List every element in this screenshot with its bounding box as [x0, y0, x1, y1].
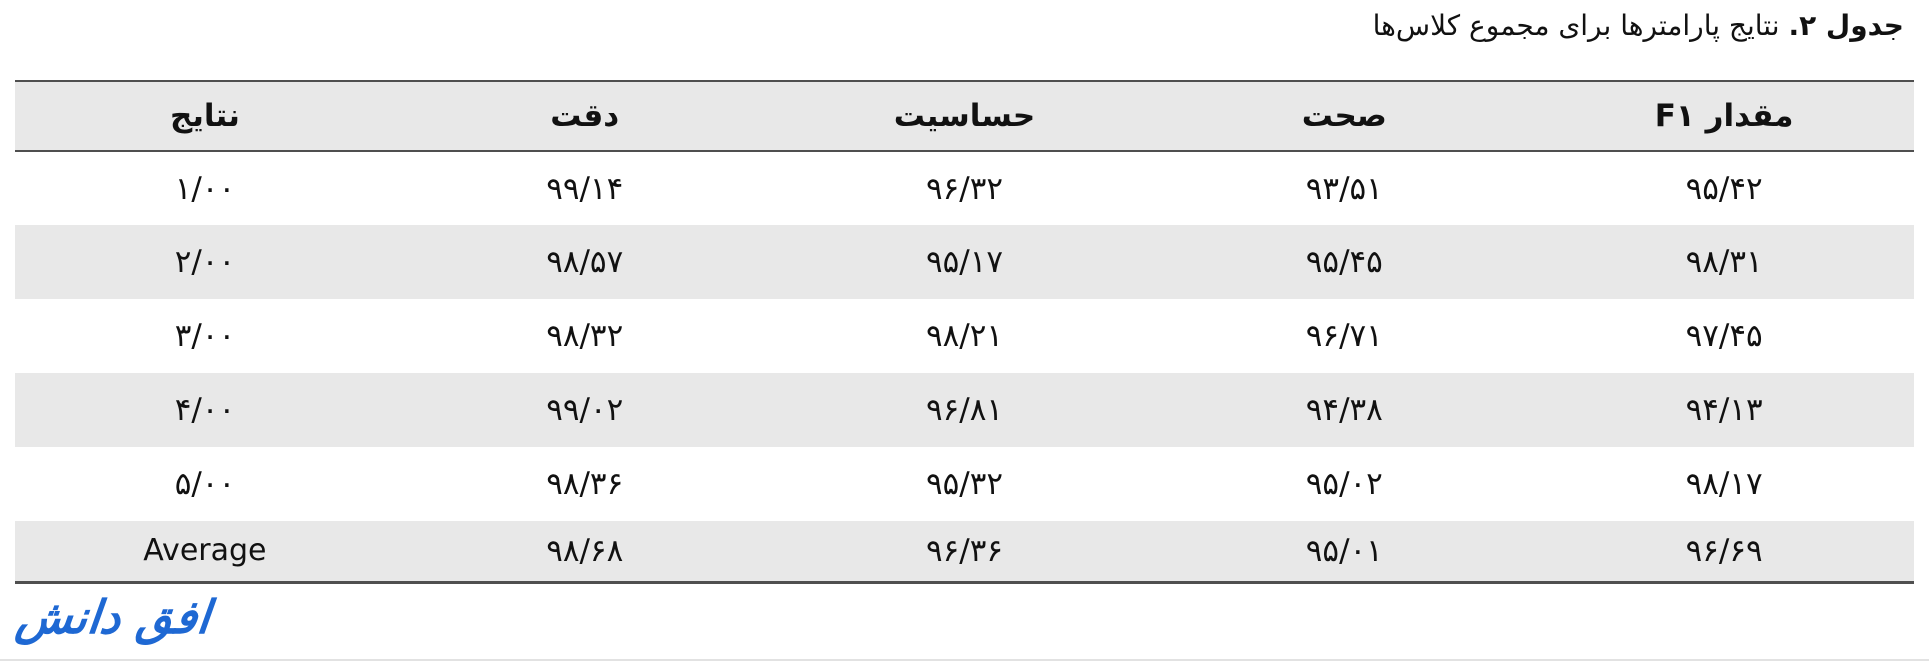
column-header-results: نتایج — [169, 98, 240, 134]
table-cell: ۵/۰۰ — [174, 466, 236, 502]
table-cell: ۹۶/۳۶ — [925, 532, 1004, 569]
table-cell: ۹۷/۴۵ — [1685, 318, 1763, 354]
table-caption-text: نتایج پارامترها برای مجموع کلاس‌ها — [1372, 9, 1789, 42]
table-cell: ۹۶/۷۱ — [1305, 318, 1383, 354]
table-row: ۹۷/۴۵ ۹۶/۷۱ ۹۸/۲۱ ۹۸/۳۲ ۳/۰۰ — [15, 299, 1914, 373]
table-cell: ۹۹/۱۴ — [546, 170, 624, 207]
table-cell: ۹۵/۱۷ — [925, 244, 1004, 280]
table-cell: ۹۵/۰۲ — [1305, 466, 1383, 502]
table-cell: ۹۸/۶۸ — [546, 532, 624, 569]
table-cell: ۹۵/۳۲ — [925, 466, 1004, 502]
header-row: مقدار F۱ صحت حساسیت دقت نتایج — [15, 81, 1914, 151]
table-cell: ۹۶/۸۱ — [925, 392, 1004, 428]
table-cell: ۹۴/۳۸ — [1305, 392, 1383, 428]
results-table: مقدار F۱ صحت حساسیت دقت نتایج ۹۵/۴۲ ۹۳/۵… — [15, 80, 1914, 584]
table-cell: ۴/۰۰ — [174, 392, 236, 428]
table-row: ۹۴/۱۳ ۹۴/۳۸ ۹۶/۸۱ ۹۹/۰۲ ۴/۰۰ — [15, 373, 1914, 447]
column-header-sensitivity: حساسیت — [893, 98, 1036, 134]
ofogh-danesh-logo: افق دانش — [13, 590, 213, 644]
table-cell: ۹۵/۰۱ — [1305, 532, 1383, 569]
table-row: ۹۵/۴۲ ۹۳/۵۱ ۹۶/۳۲ ۹۹/۱۴ ۱/۰۰ — [15, 151, 1914, 225]
results-table-body: ۹۵/۴۲ ۹۳/۵۱ ۹۶/۳۲ ۹۹/۱۴ ۱/۰۰ ۹۸/۳۱ ۹۵/۴۵… — [15, 151, 1914, 582]
table-cell: ۹۳/۵۱ — [1305, 170, 1383, 207]
table-cell: ۹۶/۳۲ — [925, 170, 1004, 207]
table-cell: ۹۸/۲۱ — [925, 318, 1004, 354]
column-header-precision: دقت — [550, 98, 620, 134]
table-cell: ۳/۰۰ — [174, 318, 236, 354]
page-bottom-divider — [0, 659, 1929, 661]
table-caption: جدول ۲. نتایج پارامترها برای مجموع کلاس‌… — [1373, 8, 1904, 44]
column-header-f1: مقدار F۱ — [1654, 98, 1794, 134]
table-cell: ۹۸/۱۷ — [1685, 466, 1763, 502]
table-cell: ۹۸/۵۷ — [546, 244, 624, 280]
table-cell: ۱/۰۰ — [174, 170, 236, 207]
table-cell: ۹۵/۴۲ — [1685, 170, 1763, 207]
table-cell: ۹۸/۳۲ — [546, 318, 624, 354]
table-row: ۹۸/۱۷ ۹۵/۰۲ ۹۵/۳۲ ۹۸/۳۶ ۵/۰۰ — [15, 447, 1914, 521]
table-cell: ۹۵/۴۵ — [1305, 244, 1383, 280]
table-caption-number: جدول ۲. — [1788, 9, 1904, 42]
table-row: ۹۸/۳۱ ۹۵/۴۵ ۹۵/۱۷ ۹۸/۵۷ ۲/۰۰ — [15, 225, 1914, 299]
table-cell: ۹۹/۰۲ — [546, 392, 624, 428]
column-header-accuracy: صحت — [1301, 98, 1387, 134]
table-cell: ۹۸/۳۱ — [1685, 244, 1763, 280]
table-cell: ۹۴/۱۳ — [1685, 392, 1763, 428]
table-cell: ۹۸/۳۶ — [546, 466, 624, 502]
average-row: ۹۶/۶۹ ۹۵/۰۱ ۹۶/۳۶ ۹۸/۶۸ Average — [15, 521, 1914, 582]
table-cell: ۲/۰۰ — [174, 244, 236, 280]
table-cell: ۹۶/۶۹ — [1685, 532, 1763, 569]
average-label-cell: Average — [143, 533, 267, 569]
results-table-header: مقدار F۱ صحت حساسیت دقت نتایج — [15, 81, 1914, 151]
